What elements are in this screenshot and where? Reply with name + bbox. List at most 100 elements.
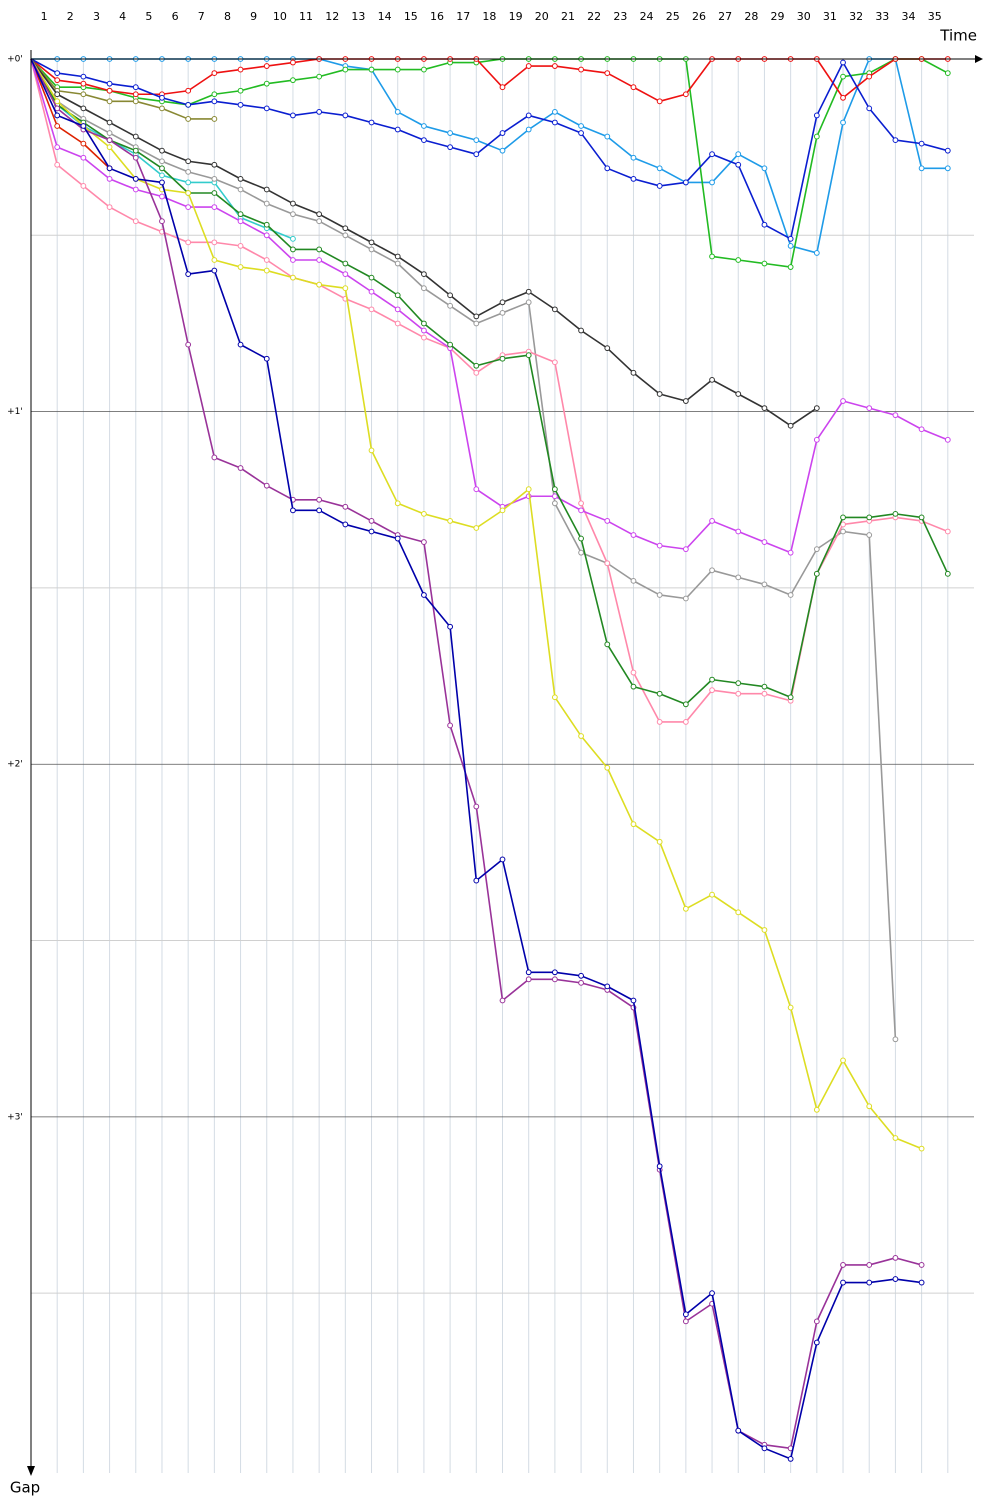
data-point (709, 676, 715, 683)
x-tick-label: 1 (41, 10, 48, 23)
data-point (473, 803, 480, 810)
data-point (761, 405, 768, 411)
data-point (421, 327, 427, 334)
data-point (316, 281, 323, 288)
data-point (211, 267, 218, 274)
data-point (421, 137, 427, 144)
data-point (682, 546, 689, 553)
data-point (54, 112, 61, 119)
series-line (30, 58, 949, 240)
data-point (80, 183, 87, 189)
data-point (944, 570, 951, 577)
data-point (237, 186, 244, 193)
data-point (185, 341, 192, 348)
data-point (656, 165, 663, 172)
data-point (237, 341, 244, 348)
x-tick-label: 20 (535, 10, 549, 23)
data-point (421, 592, 427, 598)
data-point (237, 218, 244, 225)
data-point (551, 976, 558, 983)
data-point (263, 221, 270, 228)
data-point (159, 172, 165, 179)
data-point (630, 997, 637, 1004)
data-point (421, 285, 427, 292)
data-point (316, 218, 323, 225)
data-point (630, 683, 637, 690)
data-point (54, 123, 61, 129)
data-point (604, 133, 611, 140)
data-point (394, 260, 401, 267)
x-tick-label: 23 (613, 10, 627, 23)
data-point (866, 514, 873, 521)
data-point (499, 299, 506, 306)
data-point (787, 1004, 794, 1011)
data-point (368, 66, 375, 73)
data-point (682, 91, 689, 98)
data-point (106, 87, 113, 94)
data-point (499, 856, 506, 863)
data-point (447, 623, 454, 630)
y-tick-label: +2' (7, 760, 23, 770)
data-point (656, 838, 663, 845)
data-point (761, 1445, 768, 1452)
data-point (918, 1279, 925, 1286)
data-point (892, 510, 899, 517)
data-point (132, 91, 139, 98)
data-point (211, 175, 218, 182)
data-point (106, 80, 113, 87)
x-tick-label: 5 (145, 10, 152, 23)
data-point (761, 683, 768, 690)
data-point (237, 87, 244, 94)
data-point (735, 574, 742, 581)
data-point (709, 151, 715, 158)
data-point (709, 567, 715, 574)
x-tick-label: 24 (640, 10, 654, 23)
data-point (342, 232, 349, 239)
data-point (185, 271, 192, 277)
data-point (578, 979, 584, 986)
data-point (578, 733, 584, 739)
data-point (840, 398, 846, 404)
data-point (394, 500, 401, 507)
data-point (578, 66, 584, 73)
x-tick-label: 19 (509, 10, 523, 23)
data-point (604, 345, 611, 352)
data-point (499, 309, 506, 316)
data-point (54, 70, 61, 77)
data-point (735, 680, 742, 687)
data-point (290, 59, 296, 66)
data-point (604, 641, 611, 648)
data-point (630, 154, 637, 161)
data-point (211, 98, 218, 105)
data-point (813, 1318, 820, 1325)
x-axis-label: Time (939, 27, 977, 45)
data-point (813, 250, 820, 256)
data-point (368, 306, 375, 313)
data-point (761, 221, 768, 228)
data-point (630, 84, 637, 91)
data-point (368, 246, 375, 253)
x-tick-label: 27 (718, 10, 732, 23)
data-point (840, 59, 846, 66)
y-axis-arrow (27, 1466, 35, 1476)
data-point (159, 105, 165, 112)
data-point (421, 510, 427, 517)
data-point (892, 1036, 899, 1043)
data-point (394, 108, 401, 115)
data-point (682, 179, 689, 186)
series-group (30, 56, 951, 1462)
data-point (368, 528, 375, 535)
x-tick-label: 34 (902, 10, 916, 23)
x-tick-label: 4 (119, 10, 126, 23)
data-point (525, 969, 532, 976)
data-point (682, 719, 689, 725)
x-tick-label: 22 (587, 10, 601, 23)
data-point (813, 570, 820, 577)
data-point (761, 690, 768, 697)
data-point (551, 359, 558, 366)
data-point (578, 972, 584, 979)
data-point (185, 116, 192, 122)
data-point (316, 507, 323, 514)
data-point (761, 581, 768, 588)
data-point (656, 592, 663, 598)
